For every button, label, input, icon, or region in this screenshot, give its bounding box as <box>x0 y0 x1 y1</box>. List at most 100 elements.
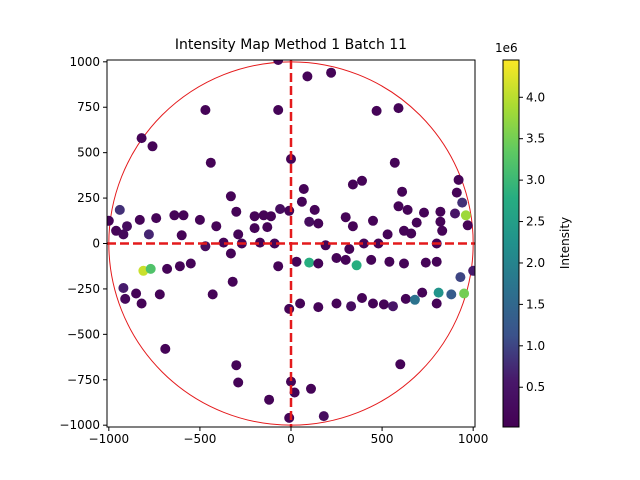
data-point <box>258 210 269 221</box>
data-point <box>395 359 406 370</box>
data-point <box>304 216 315 227</box>
chart-title: Intensity Map Method 1 Batch 11 <box>175 37 407 53</box>
data-point <box>393 103 404 114</box>
y-tick-label: −1000 <box>59 418 100 432</box>
data-point <box>120 293 131 304</box>
data-point <box>384 256 395 267</box>
data-point <box>211 221 222 232</box>
data-point <box>295 298 306 309</box>
data-point <box>468 265 475 276</box>
data-point <box>357 293 367 303</box>
data-point <box>331 298 342 309</box>
data-point <box>266 211 276 222</box>
colorbar-tick-label: 1.0 <box>526 339 545 353</box>
y-tick-label: −250 <box>67 282 100 296</box>
data-point <box>264 394 275 405</box>
data-point <box>437 225 448 236</box>
data-point <box>318 411 329 422</box>
data-point <box>450 208 460 219</box>
data-point <box>411 217 422 228</box>
colorbar-tick-label: 4.0 <box>526 90 545 104</box>
data-point <box>406 228 417 239</box>
data-point <box>402 204 413 215</box>
data-point <box>225 248 236 259</box>
data-point <box>275 204 286 214</box>
data-point <box>419 207 429 218</box>
data-point <box>131 288 142 299</box>
data-point <box>298 184 309 194</box>
colorbar-gradient <box>502 59 520 428</box>
data-point <box>453 174 464 185</box>
y-tick-label: 0 <box>92 237 100 251</box>
data-point <box>225 191 236 202</box>
data-point <box>446 289 457 300</box>
data-point <box>249 211 260 222</box>
colorbar-tick-label: 3.0 <box>526 173 545 187</box>
data-point <box>296 196 307 207</box>
data-point <box>284 303 295 314</box>
y-tick-label: 250 <box>77 191 100 205</box>
y-tick-label: 1000 <box>69 55 100 69</box>
data-point <box>136 298 147 309</box>
data-point <box>309 204 320 215</box>
data-point <box>185 258 196 269</box>
data-point <box>320 240 331 251</box>
data-point <box>151 213 162 224</box>
data-point <box>340 212 351 223</box>
y-tick-label: 500 <box>77 146 100 160</box>
data-point <box>366 254 377 265</box>
data-point <box>284 205 295 216</box>
data-point <box>205 157 216 168</box>
data-point <box>344 244 355 254</box>
data-point <box>368 215 378 226</box>
data-point <box>435 216 446 227</box>
data-point <box>313 258 324 269</box>
data-point <box>313 218 324 229</box>
data-point <box>399 258 409 269</box>
data-point <box>373 238 384 249</box>
data-point <box>431 298 442 309</box>
data-point <box>382 229 393 240</box>
data-point <box>143 229 154 240</box>
data-point <box>347 179 358 190</box>
colorbar-exponent: 1e6 <box>495 41 518 55</box>
plot-area <box>106 59 476 428</box>
data-point <box>160 343 171 354</box>
data-point <box>457 197 468 208</box>
colorbar-tick-label: 2.0 <box>526 256 545 270</box>
x-tick-label: 1000 <box>458 432 489 446</box>
data-point <box>233 229 244 240</box>
data-point <box>358 238 369 249</box>
data-point <box>200 105 211 115</box>
data-point <box>207 289 218 300</box>
y-axis: −1000 −750 −500 −250 0 250 500 750 1000 <box>59 55 107 432</box>
x-tick-label: −1000 <box>89 432 130 446</box>
data-point <box>255 237 265 248</box>
data-point <box>162 263 173 274</box>
data-point <box>347 221 358 232</box>
data-point <box>136 133 147 144</box>
y-tick-label: −750 <box>67 373 100 387</box>
data-point <box>273 261 284 272</box>
data-point <box>273 60 284 65</box>
data-point <box>435 206 446 217</box>
data-point <box>326 67 337 78</box>
data-point <box>431 256 442 267</box>
data-point <box>304 257 315 268</box>
data-point <box>331 253 342 263</box>
x-axis: −1000 −500 0 500 1000 <box>89 427 489 446</box>
colorbar: 1e6 Intensity 0.5 1.0 1.5 2.0 2.5 3.0 3.5 4.0 <box>495 41 572 428</box>
data-point <box>114 204 125 215</box>
data-point <box>218 237 229 248</box>
data-point <box>233 377 244 388</box>
data-point <box>194 214 205 225</box>
data-point <box>459 288 470 299</box>
data-point <box>269 238 280 249</box>
data-point <box>122 221 132 232</box>
data-point <box>462 220 473 231</box>
data-point <box>389 157 400 168</box>
data-point <box>176 230 187 241</box>
data-point <box>169 210 180 221</box>
x-tick-label: −500 <box>183 432 216 446</box>
